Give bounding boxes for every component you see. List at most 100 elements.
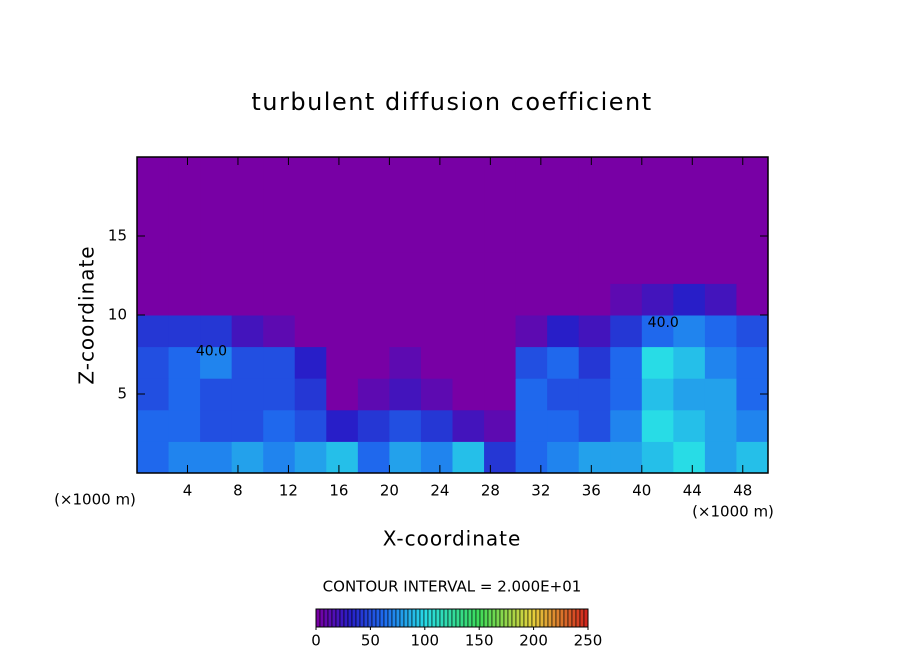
heatmap-cell xyxy=(168,188,201,221)
heatmap-cell xyxy=(263,220,296,253)
heatmap-cell xyxy=(578,315,611,348)
heatmap-cell xyxy=(578,220,611,253)
heatmap-cell xyxy=(200,346,233,379)
heatmap-cell xyxy=(389,315,422,348)
colorbar-swatch xyxy=(451,608,457,628)
heatmap-cell xyxy=(673,315,706,348)
heatmap-cell xyxy=(263,378,296,411)
heatmap-cell xyxy=(357,378,390,411)
heatmap-cell xyxy=(168,378,201,411)
colorbar-swatch xyxy=(523,608,529,628)
heatmap-cell xyxy=(704,220,737,253)
heatmap-cell xyxy=(200,378,233,411)
heatmap-cell xyxy=(200,283,233,316)
x-tick-label: 4 xyxy=(183,482,193,500)
colorbar-swatch xyxy=(471,608,477,628)
heatmap-cell xyxy=(452,409,485,442)
heatmap-cell xyxy=(389,157,422,190)
x-tick-label: 36 xyxy=(582,482,601,500)
heatmap-cell xyxy=(263,188,296,221)
heatmap-cell xyxy=(326,188,359,221)
heatmap-cell xyxy=(294,315,327,348)
colorbar-swatch xyxy=(527,608,533,628)
colorbar-swatch xyxy=(483,608,489,628)
heatmap-cell xyxy=(231,346,264,379)
heatmap-cell xyxy=(231,378,264,411)
colorbar-swatch xyxy=(375,608,381,628)
colorbar-swatch xyxy=(567,608,573,628)
colorbar-swatch xyxy=(515,608,521,628)
colorbar-swatch xyxy=(431,608,437,628)
heatmap-cell xyxy=(200,157,233,190)
heatmap-cell xyxy=(578,441,611,474)
colorbar-swatch xyxy=(391,608,397,628)
heatmap-cell xyxy=(547,315,580,348)
colorbar-swatch xyxy=(535,608,541,628)
heatmap-cell xyxy=(578,346,611,379)
colorbar-swatch xyxy=(331,608,337,628)
colorbar-swatch xyxy=(531,608,537,628)
heatmap-cell xyxy=(357,251,390,284)
heatmap-cell xyxy=(389,378,422,411)
heatmap-cell xyxy=(736,283,769,316)
heatmap-cell xyxy=(578,188,611,221)
x-tick-label: 8 xyxy=(233,482,243,500)
colorbar-tick-label: 200 xyxy=(519,632,548,650)
heatmap-cell xyxy=(168,441,201,474)
heatmap-cell xyxy=(736,157,769,190)
heatmap-cell xyxy=(357,188,390,221)
heatmap-cell xyxy=(484,315,517,348)
heatmap-cell xyxy=(452,220,485,253)
heatmap-cell xyxy=(231,220,264,253)
colorbar-swatch xyxy=(503,608,509,628)
heatmap-cell xyxy=(704,283,737,316)
heatmap-cell xyxy=(547,441,580,474)
contour-label: 40.0 xyxy=(648,315,679,331)
heatmap-cell xyxy=(389,346,422,379)
heatmap-cell xyxy=(452,315,485,348)
heatmap-cell xyxy=(736,409,769,442)
heatmap-cell xyxy=(515,188,548,221)
colorbar-swatch xyxy=(539,608,545,628)
heatmap-cell xyxy=(420,220,453,253)
heatmap-cell xyxy=(704,188,737,221)
colorbar-frame xyxy=(315,608,589,628)
heatmap-cell xyxy=(484,409,517,442)
heatmap-cell xyxy=(420,378,453,411)
heatmap-cell xyxy=(326,251,359,284)
colorbar-swatch xyxy=(487,608,493,628)
heatmap-cell xyxy=(515,283,548,316)
heatmap-cell xyxy=(389,251,422,284)
heatmap-cell xyxy=(452,188,485,221)
heatmap-cell xyxy=(231,251,264,284)
heatmap-cell xyxy=(231,283,264,316)
heatmap-cell xyxy=(168,346,201,379)
heatmap-cell xyxy=(641,283,674,316)
heatmap-cell xyxy=(357,157,390,190)
colorbar-swatch xyxy=(355,608,361,628)
unit-label: (×1000 m) xyxy=(692,503,774,521)
x-tick-label: 16 xyxy=(329,482,348,500)
heatmap-cell xyxy=(610,378,643,411)
x-tick-label: 40 xyxy=(632,482,651,500)
colorbar-swatch xyxy=(395,608,401,628)
heatmap-cell xyxy=(294,188,327,221)
heatmap-cell xyxy=(294,283,327,316)
heatmap-cell xyxy=(420,441,453,474)
colorbar-swatch xyxy=(335,608,341,628)
heatmap-cell xyxy=(610,251,643,284)
colorbar-swatch xyxy=(559,608,565,628)
heatmap-cell xyxy=(168,409,201,442)
heatmap-cell xyxy=(200,409,233,442)
heatmap-cell xyxy=(357,409,390,442)
colorbar-swatch xyxy=(583,608,589,628)
heatmap-cell xyxy=(294,409,327,442)
heatmap-cell xyxy=(452,378,485,411)
colorbar-swatch xyxy=(411,608,417,628)
heatmap-cell xyxy=(137,315,170,348)
heatmap-cell xyxy=(673,346,706,379)
heatmap-cell xyxy=(452,441,485,474)
colorbar-swatch xyxy=(379,608,385,628)
heatmap-cell xyxy=(263,283,296,316)
heatmap-cell xyxy=(326,409,359,442)
